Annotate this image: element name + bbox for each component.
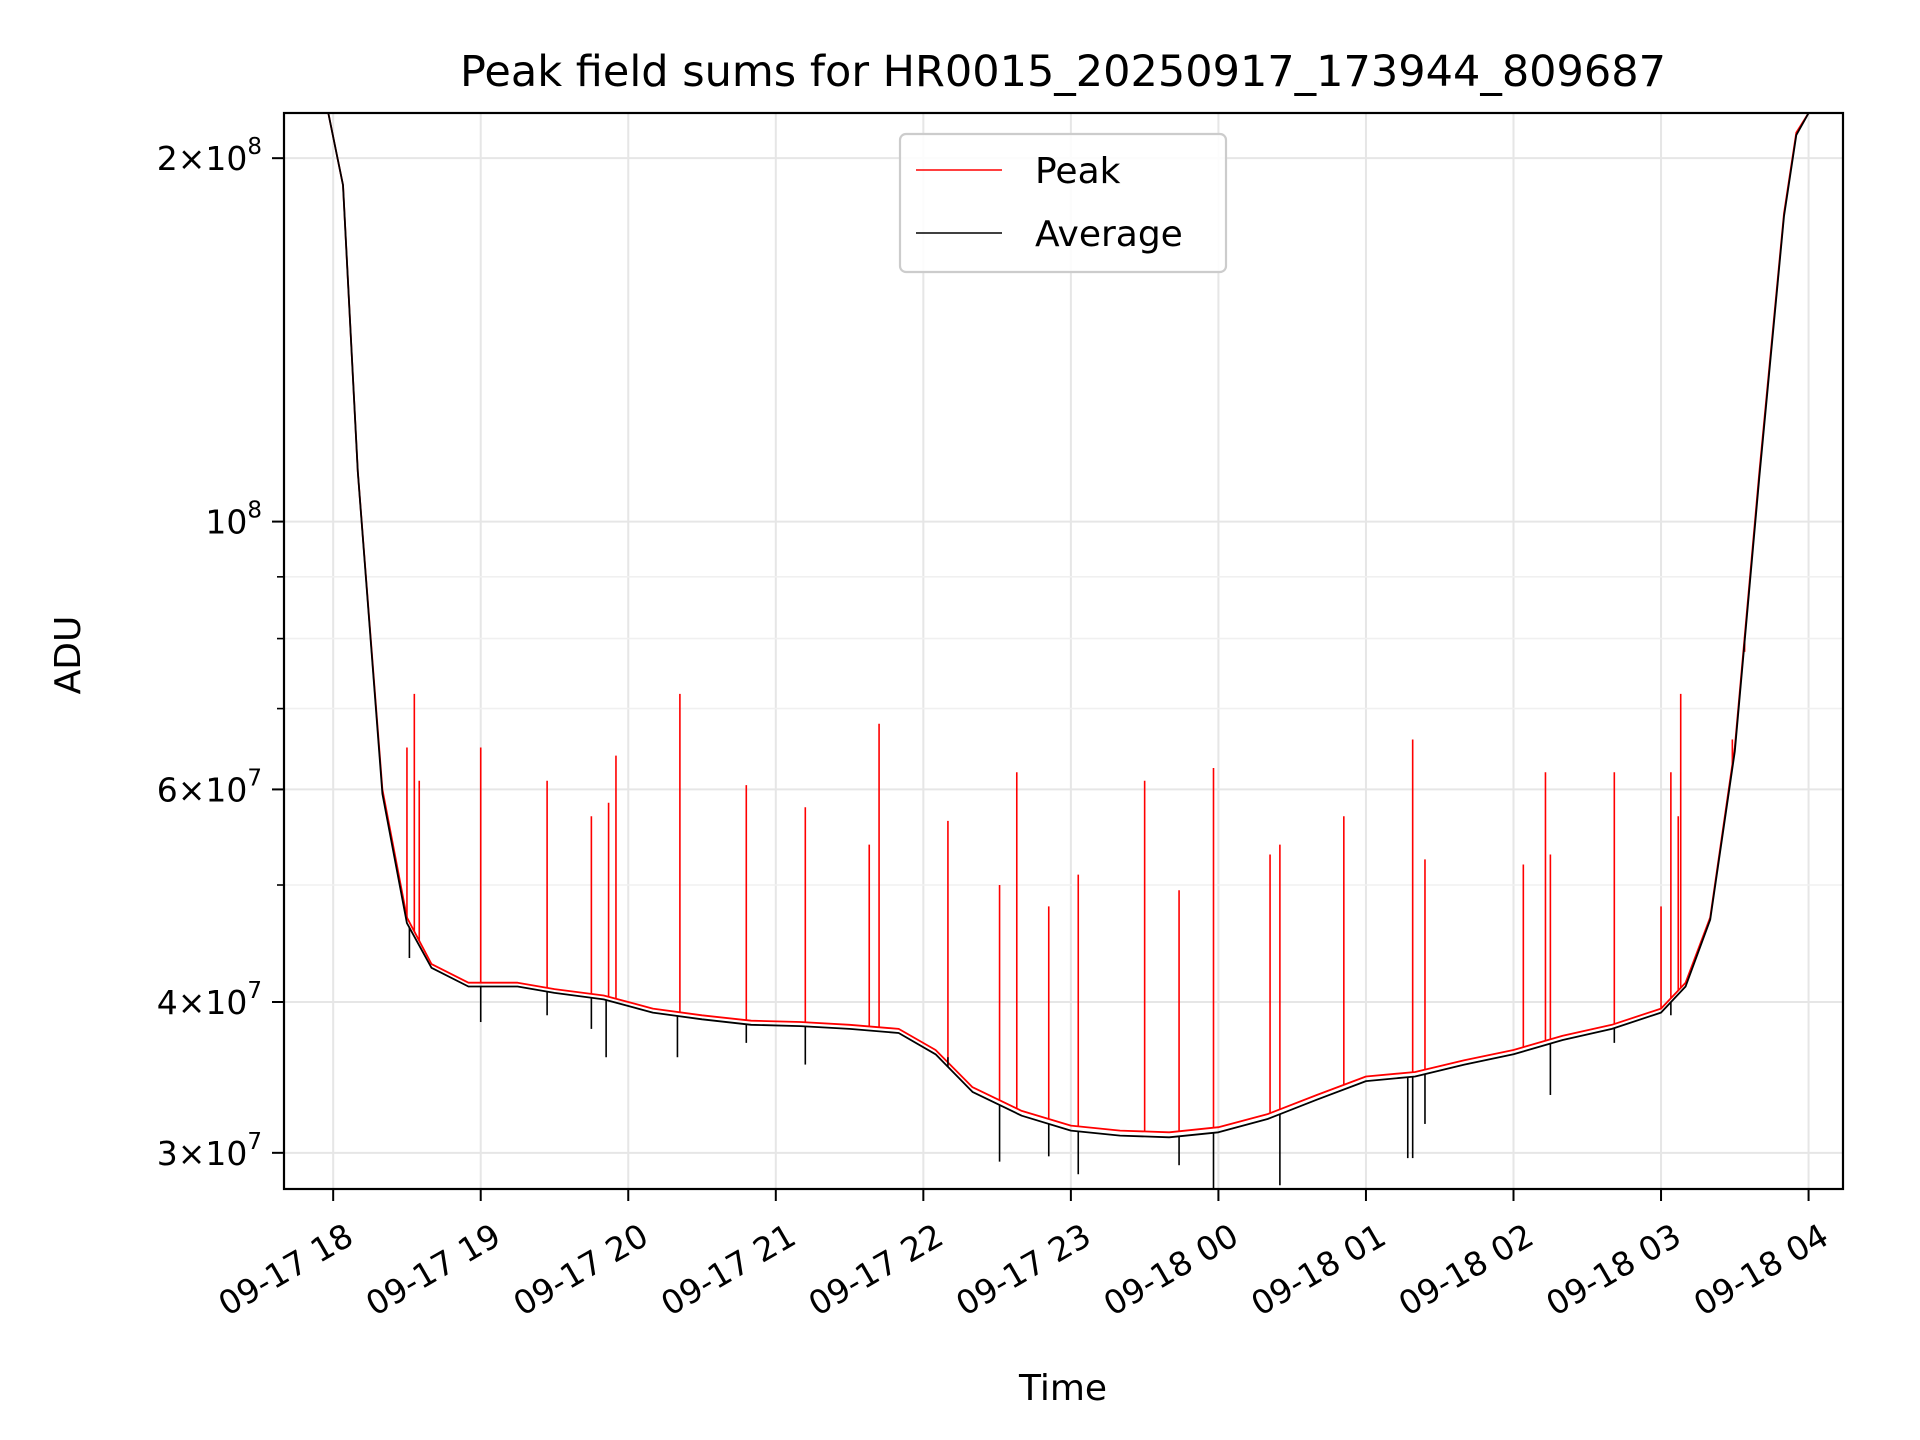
y-tick-base: 6 bbox=[157, 770, 178, 809]
legend: Peak Average bbox=[898, 132, 1228, 274]
y-tick-exponent: 7 bbox=[247, 1129, 262, 1155]
chart-title: Peak field sums for HR0015_20250917_1739… bbox=[460, 47, 1666, 97]
y-tick-label: 2×108 bbox=[157, 134, 262, 178]
y-tick-exponent: 8 bbox=[247, 498, 262, 524]
plot-series bbox=[327, 113, 1810, 1189]
y-axis-title: ADU bbox=[48, 616, 89, 695]
y-tick-base: 4 bbox=[157, 983, 178, 1022]
average-dips bbox=[408, 927, 1672, 1189]
peak-spikes bbox=[406, 637, 1746, 1132]
y-tick-base: 3 bbox=[157, 1134, 178, 1173]
y-tick-label: 4×107 bbox=[157, 978, 262, 1022]
series-line-peak bbox=[327, 113, 1810, 1134]
legend-label-peak: Peak bbox=[1035, 151, 1121, 192]
y-tick-label: 3×107 bbox=[157, 1129, 262, 1173]
x-axis-title: Time bbox=[1018, 1368, 1107, 1409]
legend-box bbox=[898, 132, 1228, 274]
grid bbox=[284, 113, 1843, 1189]
y-tick-exponent: 8 bbox=[247, 134, 262, 160]
y-axis: 3×107 4×107 6×107 108 2×108 bbox=[157, 134, 284, 1173]
y-tick-base: 2 bbox=[157, 139, 178, 178]
series-line-average bbox=[327, 113, 1810, 1139]
y-tick-label: 108 bbox=[205, 498, 262, 542]
legend-label-average: Average bbox=[1035, 214, 1183, 255]
y-tick-exponent: 7 bbox=[247, 978, 262, 1004]
y-tick-label: 6×107 bbox=[157, 765, 262, 809]
y-tick-exponent: 7 bbox=[247, 765, 262, 791]
plot-frame bbox=[282, 111, 1845, 1191]
